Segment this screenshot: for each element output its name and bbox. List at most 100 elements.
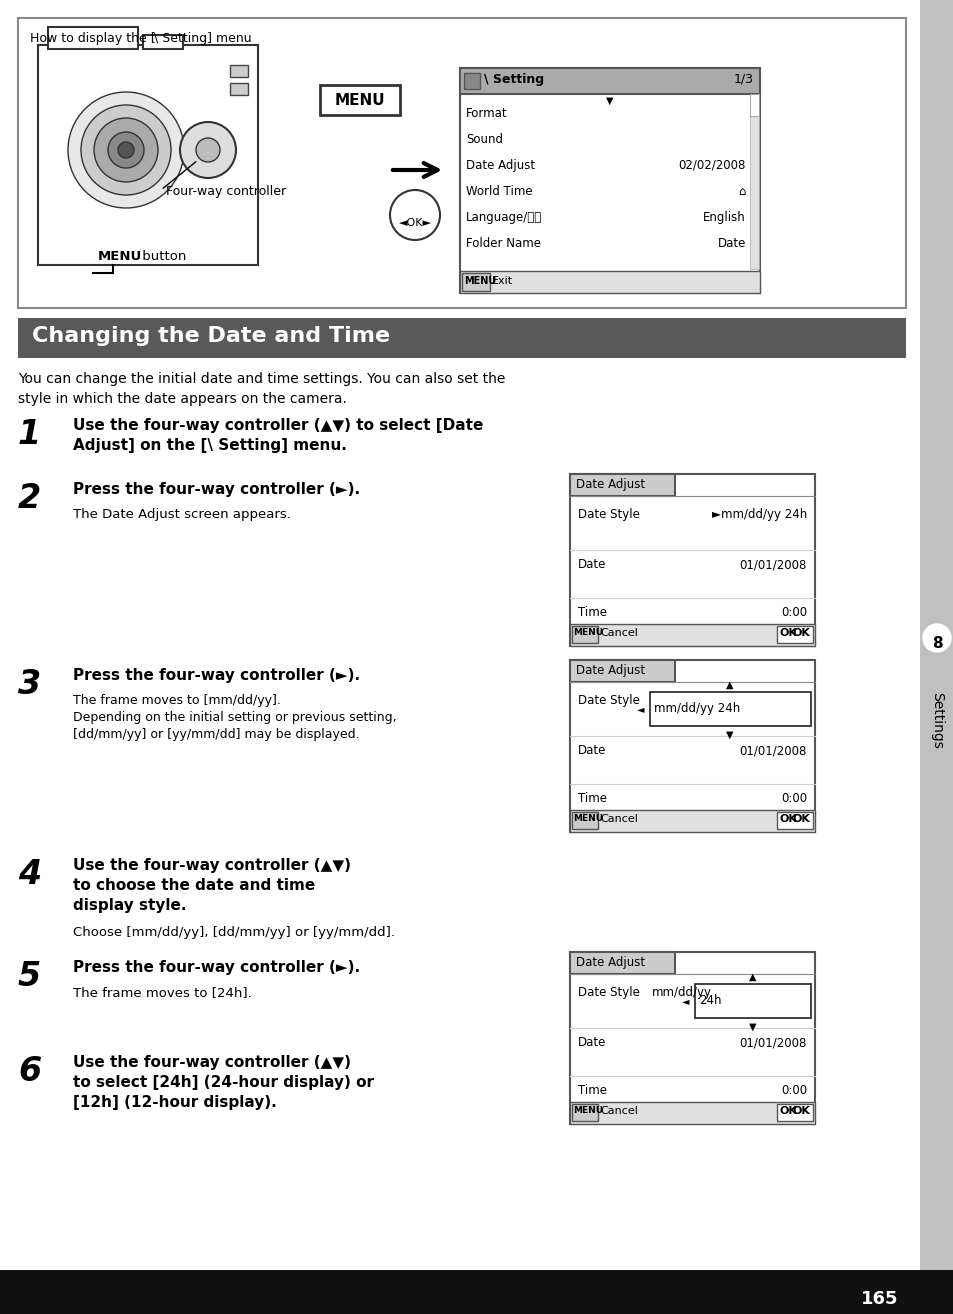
- Text: ▼: ▼: [748, 1022, 756, 1031]
- Text: Language/言語: Language/言語: [465, 212, 541, 223]
- Text: ▼: ▼: [725, 731, 733, 740]
- Bar: [569, 474, 814, 646]
- Text: The frame moves to [24h].: The frame moves to [24h].: [73, 986, 252, 999]
- Bar: [459, 271, 760, 293]
- Text: [dd/mm/yy] or [yy/mm/dd] may be displayed.: [dd/mm/yy] or [yy/mm/dd] may be displaye…: [73, 728, 359, 741]
- Text: ►mm/dd/yy 24h: ►mm/dd/yy 24h: [711, 509, 806, 520]
- Text: MENU: MENU: [335, 93, 385, 108]
- Bar: [569, 953, 814, 1123]
- Bar: [749, 95, 759, 269]
- Text: 5: 5: [18, 961, 41, 993]
- Text: button: button: [138, 250, 186, 263]
- Bar: [569, 660, 675, 682]
- Text: Adjust] on the [\ Setting] menu.: Adjust] on the [\ Setting] menu.: [73, 438, 347, 453]
- Text: Date Adjust: Date Adjust: [576, 664, 644, 677]
- Circle shape: [923, 624, 950, 652]
- Text: Time: Time: [578, 606, 606, 619]
- Text: You can change the initial date and time settings. You can also set the: You can change the initial date and time…: [18, 372, 505, 386]
- Text: Time: Time: [578, 1084, 606, 1097]
- Text: Format: Format: [465, 106, 507, 120]
- Text: ▲: ▲: [748, 972, 756, 982]
- Text: MENU: MENU: [463, 276, 496, 286]
- Text: to select [24h] (24-hour display) or: to select [24h] (24-hour display) or: [73, 1075, 374, 1091]
- Text: 01/01/2008: 01/01/2008: [739, 744, 806, 757]
- Text: ◄: ◄: [636, 704, 643, 714]
- Text: 01/01/2008: 01/01/2008: [739, 558, 806, 572]
- Text: Sound: Sound: [465, 133, 502, 146]
- Bar: [572, 812, 598, 829]
- Text: Use the four-way controller (▲▼) to select [Date: Use the four-way controller (▲▼) to sele…: [73, 418, 483, 434]
- Text: ◄: ◄: [680, 996, 688, 1007]
- Bar: [649, 692, 810, 727]
- Text: OK: OK: [791, 1106, 809, 1116]
- Text: How to display the [: How to display the [: [30, 32, 155, 45]
- Text: Depending on the initial setting or previous setting,: Depending on the initial setting or prev…: [73, 711, 396, 724]
- Bar: [572, 1104, 598, 1121]
- Bar: [463, 74, 479, 89]
- Circle shape: [180, 122, 235, 177]
- Bar: [0, 1271, 953, 1314]
- Text: Press the four-way controller (►).: Press the four-way controller (►).: [73, 668, 359, 683]
- Text: ⌂: ⌂: [738, 185, 745, 198]
- Bar: [776, 625, 812, 643]
- Bar: [143, 35, 183, 49]
- Bar: [461, 273, 490, 290]
- Text: Date Adjust: Date Adjust: [465, 159, 535, 172]
- Text: Date: Date: [578, 744, 606, 757]
- Text: English: English: [702, 212, 745, 223]
- Text: OK: OK: [780, 813, 797, 824]
- Bar: [569, 953, 675, 974]
- Text: Date Adjust: Date Adjust: [576, 957, 644, 968]
- Text: 24h: 24h: [699, 993, 720, 1007]
- Text: Folder Name: Folder Name: [465, 237, 540, 250]
- Circle shape: [81, 105, 171, 194]
- Text: MENU: MENU: [573, 1106, 602, 1116]
- Text: 165: 165: [861, 1290, 898, 1307]
- Text: to choose the date and time: to choose the date and time: [73, 878, 314, 894]
- Text: World Time: World Time: [465, 185, 532, 198]
- Bar: [38, 45, 257, 265]
- Text: mm/dd/yy 24h: mm/dd/yy 24h: [654, 702, 740, 715]
- Text: Date: Date: [578, 558, 606, 572]
- Text: 1/3: 1/3: [733, 74, 753, 85]
- Text: \ Setting: \ Setting: [483, 74, 543, 85]
- Text: 0:00: 0:00: [781, 606, 806, 619]
- Bar: [319, 85, 399, 116]
- Text: Settings: Settings: [929, 691, 943, 749]
- Bar: [459, 68, 760, 293]
- Text: Choose [mm/dd/yy], [dd/mm/yy] or [yy/mm/dd].: Choose [mm/dd/yy], [dd/mm/yy] or [yy/mm/…: [73, 926, 395, 940]
- Text: ▲: ▲: [725, 681, 733, 690]
- Text: ◄OK►: ◄OK►: [398, 218, 431, 229]
- Text: Changing the Date and Time: Changing the Date and Time: [32, 326, 390, 346]
- Text: OK: OK: [791, 813, 809, 824]
- Text: OK: OK: [780, 628, 797, 639]
- Text: Press the four-way controller (►).: Press the four-way controller (►).: [73, 482, 359, 497]
- Text: Cancel: Cancel: [599, 1106, 638, 1116]
- Circle shape: [108, 131, 144, 168]
- Bar: [569, 1102, 814, 1123]
- Bar: [776, 1104, 812, 1121]
- Text: 4: 4: [18, 858, 41, 891]
- Bar: [459, 68, 760, 95]
- Bar: [18, 18, 905, 307]
- Bar: [749, 95, 759, 116]
- Bar: [48, 28, 138, 49]
- Text: MENU: MENU: [573, 813, 602, 823]
- Text: Date: Date: [717, 237, 745, 250]
- Text: Exit: Exit: [492, 276, 513, 286]
- Bar: [569, 660, 814, 832]
- Text: Date: Date: [578, 1035, 606, 1049]
- Bar: [569, 624, 814, 646]
- Text: mm/dd/yy: mm/dd/yy: [651, 986, 711, 999]
- Bar: [776, 812, 812, 829]
- Text: Time: Time: [578, 792, 606, 805]
- Circle shape: [195, 138, 220, 162]
- Text: 01/01/2008: 01/01/2008: [739, 1035, 806, 1049]
- Text: The Date Adjust screen appears.: The Date Adjust screen appears.: [73, 509, 291, 520]
- Text: ▼: ▼: [605, 96, 613, 106]
- Text: Cancel: Cancel: [599, 813, 638, 824]
- Text: MENU: MENU: [573, 628, 602, 637]
- Bar: [569, 809, 814, 832]
- Text: Date Adjust: Date Adjust: [576, 478, 644, 491]
- Bar: [18, 318, 905, 357]
